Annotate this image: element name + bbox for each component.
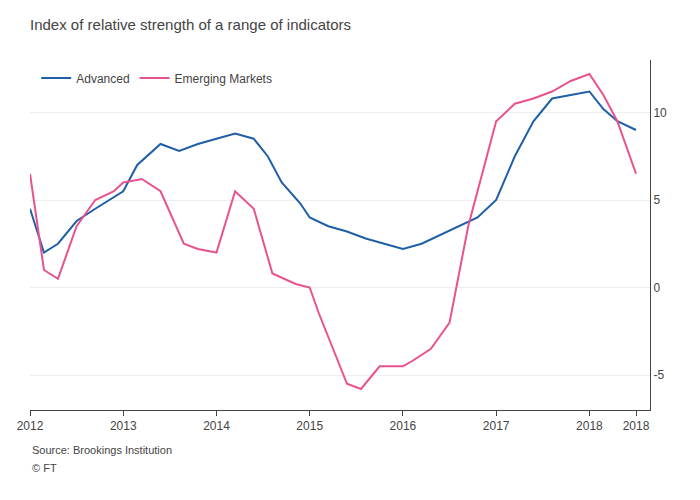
svg-text:Emerging Markets: Emerging Markets (175, 72, 272, 86)
svg-text:Advanced: Advanced (76, 72, 129, 86)
svg-text:2013: 2013 (110, 419, 137, 433)
svg-text:2014: 2014 (203, 419, 230, 433)
svg-text:Index of relative strength of: Index of relative strength of a range of… (30, 16, 351, 33)
svg-text:2015: 2015 (296, 419, 323, 433)
svg-text:-5: -5 (653, 368, 664, 382)
svg-text:Source: Brookings Institution: Source: Brookings Institution (32, 444, 172, 456)
svg-text:2018: 2018 (576, 419, 603, 433)
svg-text:2016: 2016 (390, 419, 417, 433)
svg-text:5: 5 (653, 193, 660, 207)
svg-text:2017: 2017 (483, 419, 510, 433)
svg-text:10: 10 (653, 106, 667, 120)
svg-text:© FT: © FT (32, 462, 57, 474)
svg-text:0: 0 (653, 281, 660, 295)
svg-text:2018: 2018 (623, 419, 650, 433)
svg-text:2012: 2012 (17, 419, 44, 433)
